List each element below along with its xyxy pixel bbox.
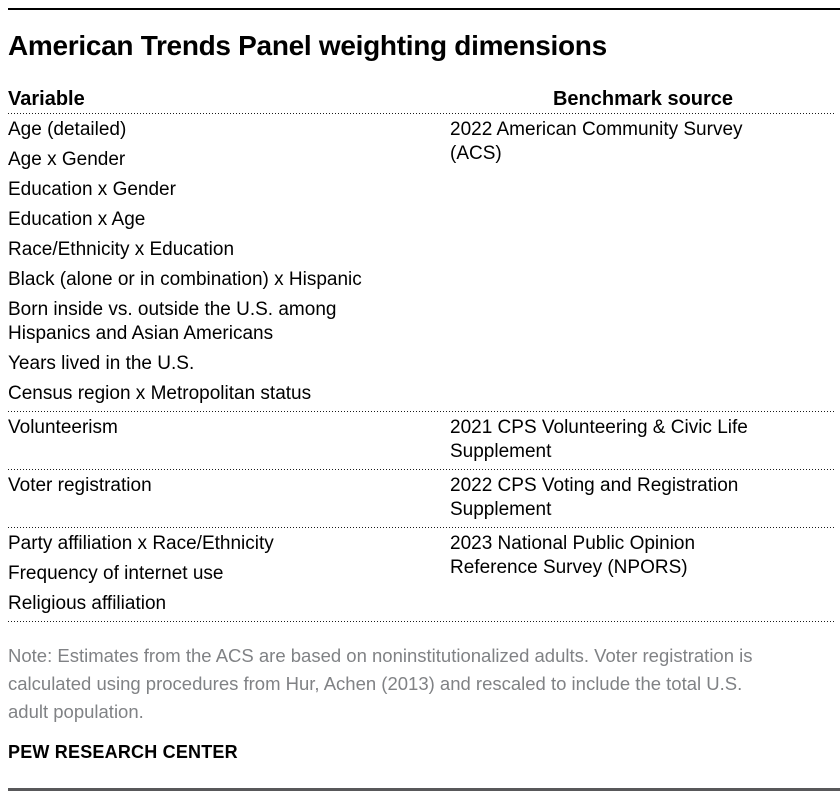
table-body: Age (detailed) Age x Gender Education x Ge…: [8, 114, 836, 622]
variable-item: Education x Gender: [8, 179, 176, 200]
variable-item: Voter registration: [8, 475, 152, 496]
benchmark-cell: 2023 National Public Opinion Reference S…: [450, 533, 696, 578]
variable-item: Frequency of internet use: [8, 563, 224, 584]
note-text: Note: Estimates from the ACS are based o…: [8, 645, 753, 722]
variable-item: Party affiliation x Race/Ethnicity: [8, 533, 274, 554]
variable-cell: Age (detailed) Age x Gender Education x Ge…: [8, 118, 450, 412]
table-section-row: Volunteerism 2021 CPS Volunteering & Civi…: [8, 412, 836, 470]
column-header-variable: Variable: [8, 88, 85, 110]
variable-item: Religious affiliation: [8, 593, 167, 614]
variable-cell: Party affiliation x Race/Ethnicity Freque…: [8, 532, 450, 622]
table-section-row: Voter registration 2022 CPS Voting and Re…: [8, 470, 836, 528]
variable-item: Black (alone or in combination) x Hispan…: [8, 269, 362, 290]
bottom-rule: [8, 788, 840, 791]
variable-item: Age (detailed): [8, 119, 127, 140]
table-header-row: Variable Benchmark source: [8, 88, 836, 114]
table-section-row: Party affiliation x Race/Ethnicity Freque…: [8, 528, 836, 622]
table-section-row: Age (detailed) Age x Gender Education x Ge…: [8, 114, 836, 412]
variable-item: Born inside vs. outside the U.S. among H…: [8, 299, 337, 344]
benchmark-cell: 2022 CPS Voting and Registration Supplem…: [450, 475, 739, 520]
source-label: PEW RESEARCH CENTER: [8, 742, 238, 762]
variable-item: Volunteerism: [8, 417, 118, 438]
column-header-benchmark-source: Benchmark source: [552, 88, 734, 110]
page-title: American Trends Panel weighting dimensio…: [8, 30, 607, 61]
variable-item: Age x Gender: [8, 149, 126, 170]
top-rule: [8, 8, 840, 10]
variable-cell: Volunteerism: [8, 416, 450, 470]
benchmark-cell: 2021 CPS Volunteering & Civic Life Suppl…: [450, 417, 748, 462]
variable-item: Race/Ethnicity x Education: [8, 239, 235, 260]
benchmark-cell: 2022 American Community Survey (ACS): [450, 119, 743, 164]
variable-cell: Voter registration: [8, 474, 450, 528]
weighting-table: Variable Benchmark source Age (detailed)…: [8, 88, 836, 622]
variable-item: Years lived in the U.S.: [8, 353, 195, 374]
variable-item: Census region x Metropolitan status: [8, 383, 312, 404]
variable-item: Education x Age: [8, 209, 146, 230]
